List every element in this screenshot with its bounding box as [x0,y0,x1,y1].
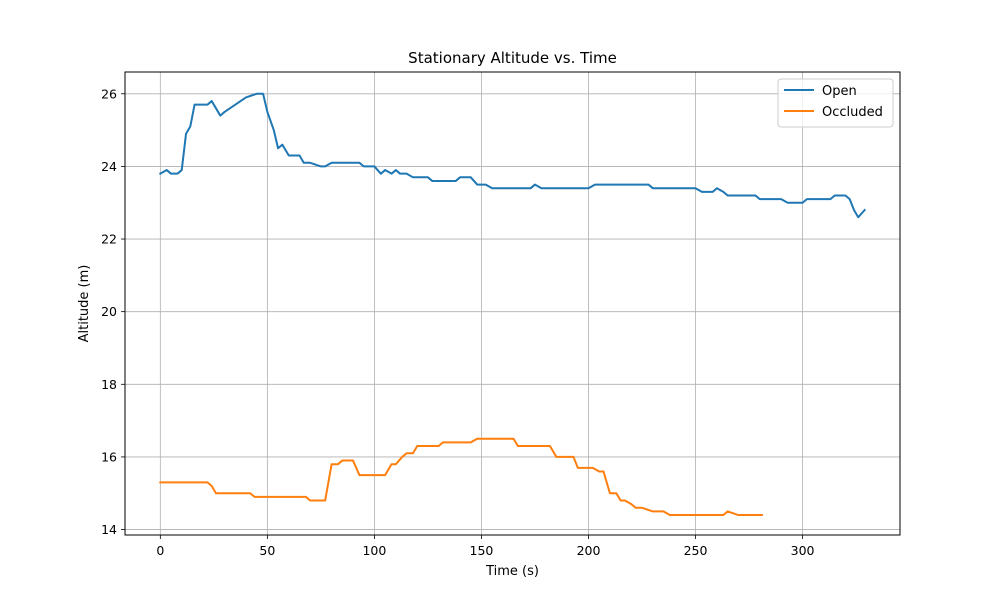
legend: Open Occluded [777,78,894,128]
grid [125,72,900,535]
plot-frame [124,71,901,536]
y-tick-label: 16 [101,449,117,464]
legend-label-occluded: Occluded [822,105,883,120]
y-axis: 14 16 18 20 22 24 26 [101,86,125,537]
y-tick-label: 14 [101,522,117,537]
series-line-occluded [159,437,763,517]
series-layer [158,92,867,517]
x-tick-label: 150 [470,543,494,558]
y-tick-label: 20 [101,304,117,319]
x-tick-label: 200 [577,543,601,558]
x-tick-label: 50 [259,543,275,558]
legend-label-open: Open [822,84,857,99]
y-axis-label: Altitude (m) [77,265,92,343]
series-line-open [158,92,867,219]
x-tick-label: 100 [362,543,386,558]
y-tick-label: 26 [101,86,117,101]
y-tick-label: 18 [101,377,117,392]
x-axis-label: Time (s) [485,564,539,579]
x-tick-label: 0 [156,543,164,558]
x-axis: 0 50 100 150 200 250 300 [156,535,815,558]
y-tick-label: 22 [101,232,117,247]
y-tick-label: 24 [101,159,117,174]
x-tick-label: 300 [791,543,815,558]
chart-title: Stationary Altitude vs. Time [408,49,617,67]
x-tick-label: 250 [684,543,708,558]
